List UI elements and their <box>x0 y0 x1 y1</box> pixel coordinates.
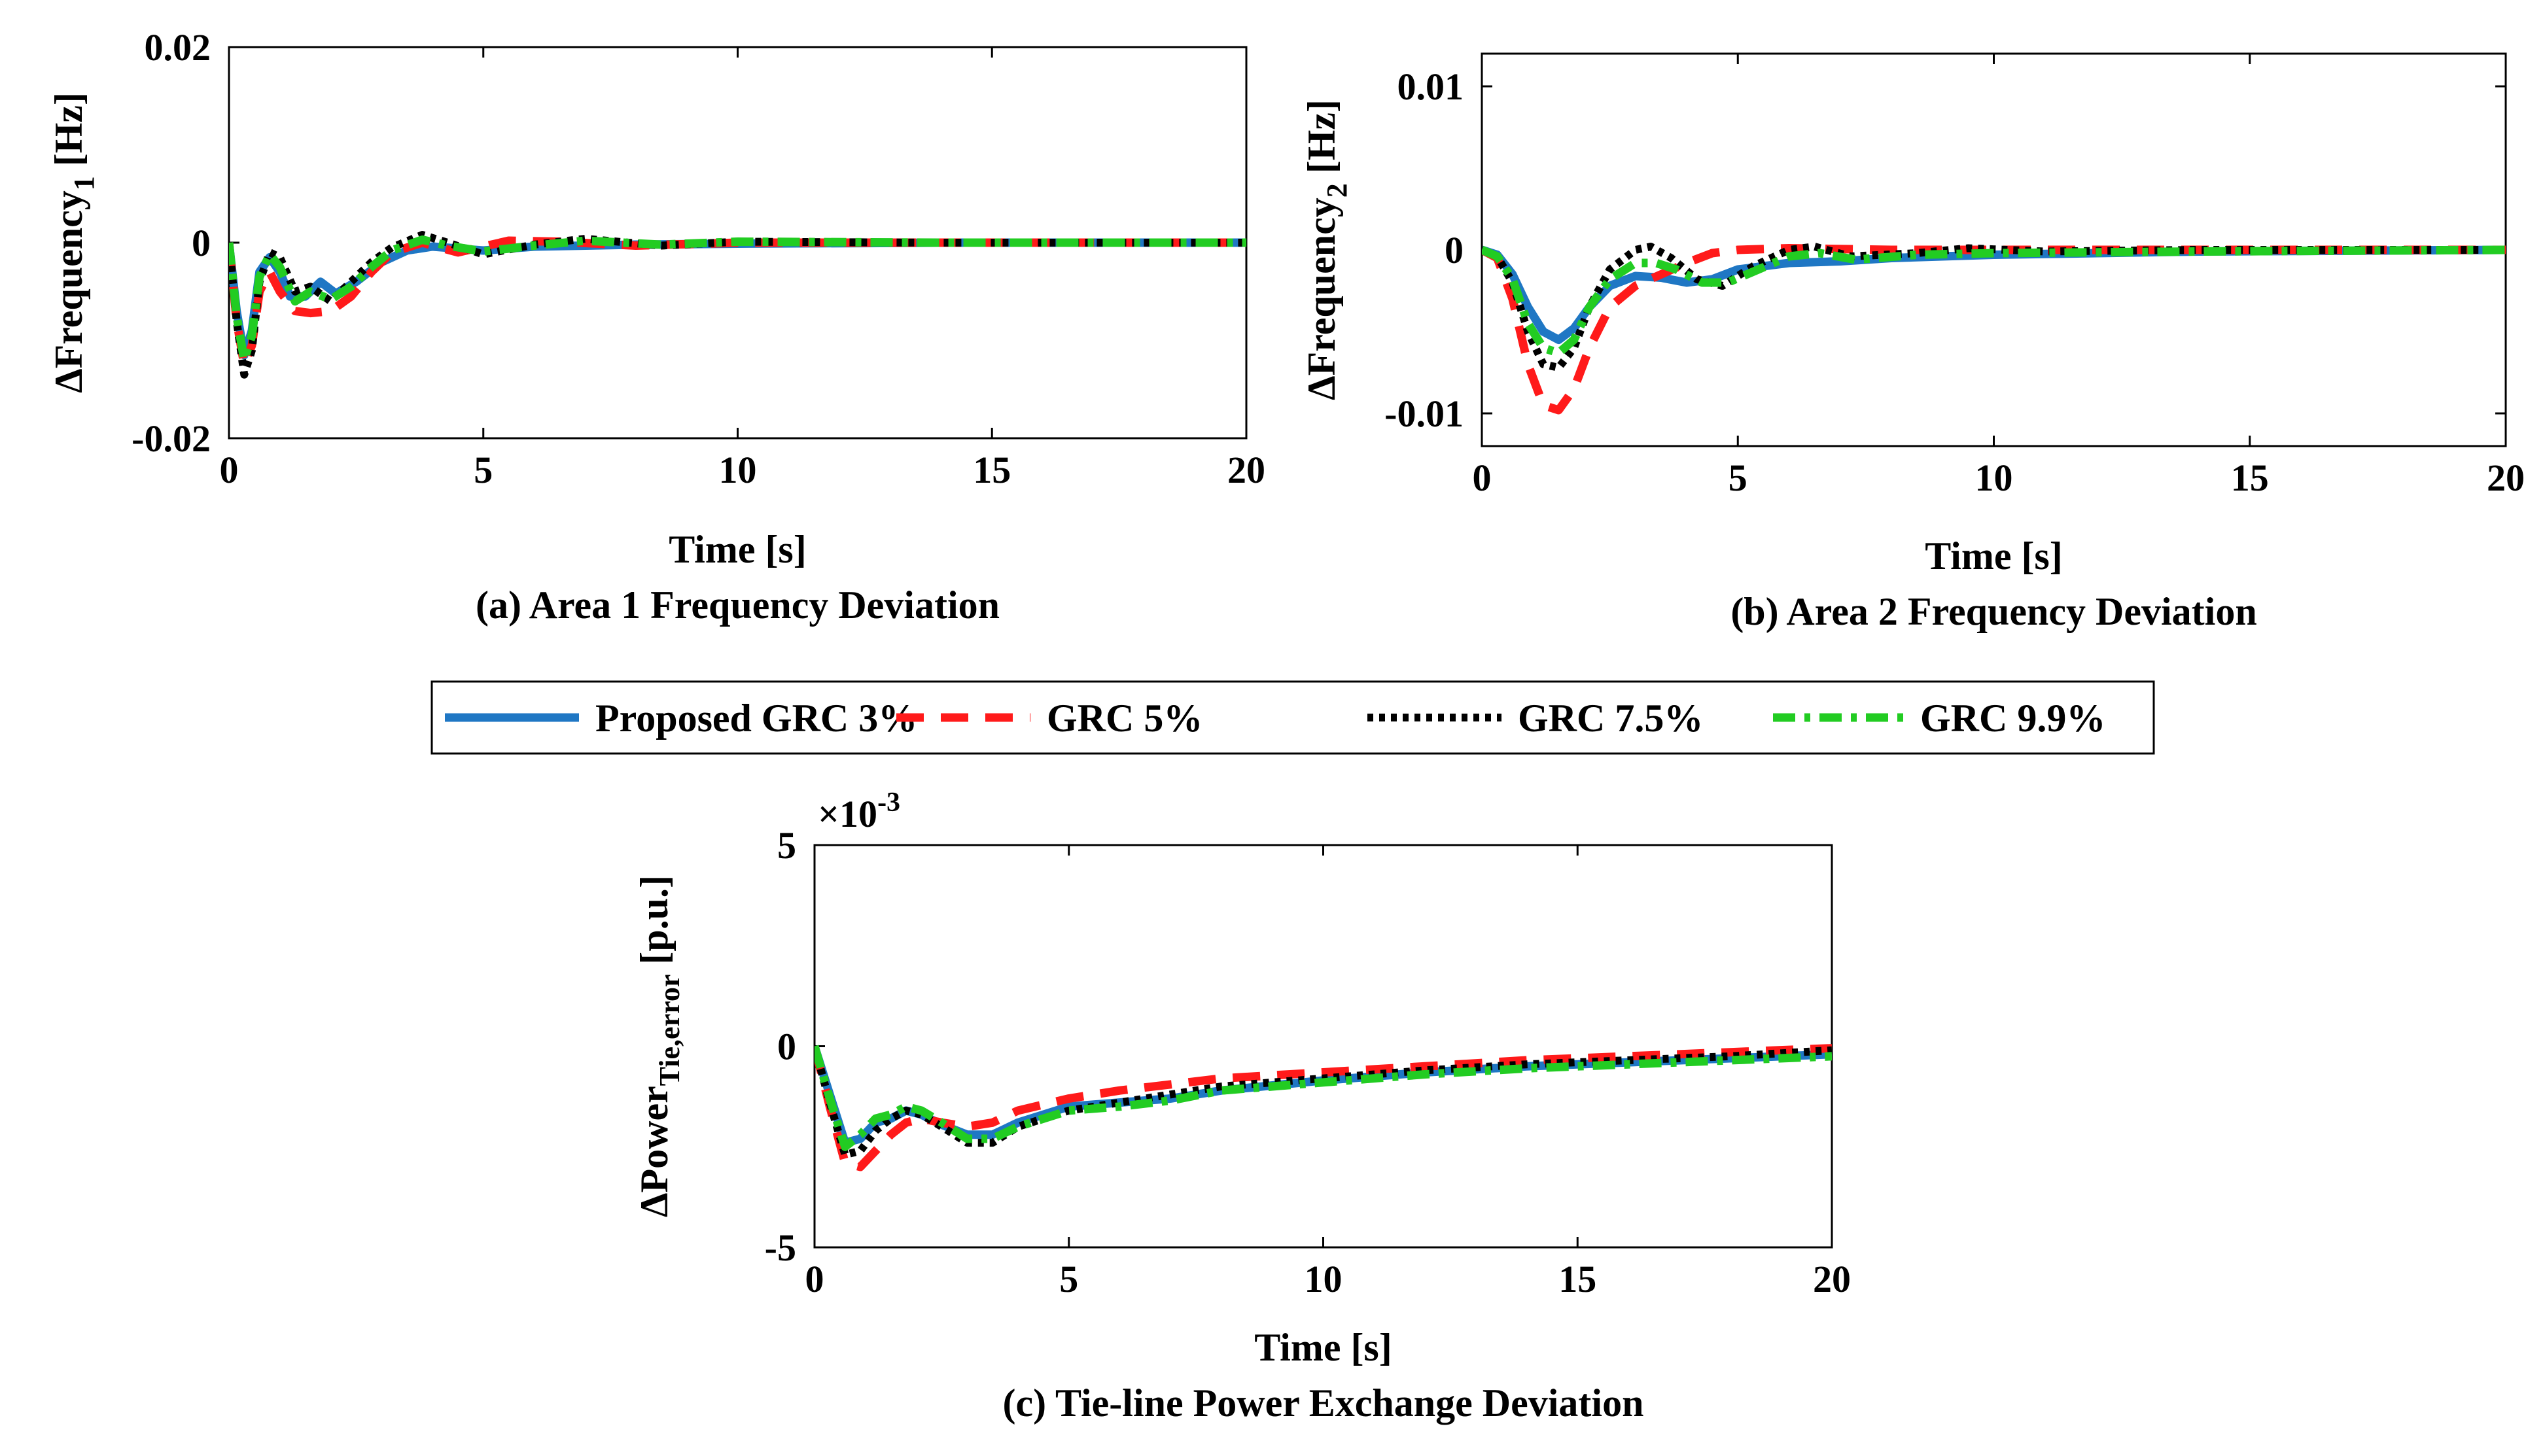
y-tick-label: 0 <box>777 1026 796 1068</box>
x-tick-label: 20 <box>1227 449 1265 491</box>
y-tick-label: 0 <box>1445 229 1464 271</box>
y-axis-label: ΔFrequency1 [Hz] <box>47 92 100 393</box>
y-axis-label: ΔFrequency2 [Hz] <box>1300 99 1353 400</box>
x-axis-label: Time [s] <box>1925 534 2063 578</box>
y-tick-label: 0.01 <box>1397 65 1464 108</box>
y-label-unit: [p.u.] <box>633 875 676 975</box>
y-label-unit: [Hz] <box>47 92 90 176</box>
x-tick-label: 5 <box>1729 457 1747 499</box>
chart-caption: (b) Area 2 Frequency Deviation <box>1730 590 2256 633</box>
series-line-grc5 <box>1482 244 2506 415</box>
x-axis-label: Time [s] <box>669 528 807 571</box>
x-tick-label: 15 <box>973 449 1011 491</box>
legend: Proposed GRC 3% GRC 5% GRC 7.5% GRC 9.9% <box>430 680 2155 755</box>
y-label-subscript: 2 <box>1321 183 1353 198</box>
exponent-base: ×10 <box>818 793 877 835</box>
legend-label: GRC 5% <box>1047 697 1202 740</box>
plot-area <box>813 844 1833 1249</box>
y-tick-label: 5 <box>777 824 796 867</box>
x-tick-label: 5 <box>1059 1258 1078 1300</box>
y-tick-label: -5 <box>765 1226 796 1269</box>
series-line-grc99 <box>815 1045 1832 1151</box>
x-tick-label: 15 <box>2231 457 2269 499</box>
x-tick-label: 10 <box>1975 457 2013 499</box>
x-tick-label: 0 <box>220 449 239 491</box>
y-label-unit: [Hz] <box>1300 99 1343 183</box>
y-label-main: ΔFrequency <box>47 190 90 393</box>
series-line-grc5 <box>229 236 1246 370</box>
y-exponent-label: ×10-3 <box>818 788 900 835</box>
legend-label: Proposed GRC 3% <box>595 697 917 740</box>
x-tick-label: 10 <box>719 449 757 491</box>
y-tick-label: -0.02 <box>132 417 211 460</box>
y-axis-label: ΔPowerTie,error [p.u.] <box>633 875 686 1217</box>
exponent-power: -3 <box>877 788 900 818</box>
series-line-grc99 <box>229 235 1246 364</box>
legend-label: GRC 9.9% <box>1920 697 2105 740</box>
x-axis-label: Time [s] <box>1254 1326 1392 1369</box>
x-tick-label: 0 <box>805 1258 824 1300</box>
y-label-subscript: 1 <box>68 176 100 190</box>
x-tick-label: 5 <box>474 449 493 491</box>
series-line-grc75 <box>229 231 1246 379</box>
x-tick-label: 0 <box>1473 457 1492 499</box>
series-line-grc5 <box>815 1044 1832 1171</box>
series-line-grc75 <box>815 1045 1832 1159</box>
y-tick-label: -0.01 <box>1384 392 1464 435</box>
chart-caption: (c) Tie-line Power Exchange Deviation <box>1003 1381 1644 1425</box>
chart-caption: (a) Area 1 Frequency Deviation <box>476 583 1000 627</box>
legend-label: GRC 7.5% <box>1518 697 1703 740</box>
y-label-main: ΔFrequency <box>1300 198 1343 400</box>
x-tick-label: 20 <box>1813 1258 1851 1300</box>
x-tick-label: 20 <box>2487 457 2525 499</box>
x-tick-label: 15 <box>1558 1258 1596 1300</box>
y-label-main: ΔPower <box>633 1086 676 1217</box>
y-tick-label: 0.02 <box>145 26 211 69</box>
x-tick-label: 10 <box>1305 1258 1343 1300</box>
series-line-grc99 <box>1482 245 2506 357</box>
y-tick-label: 0 <box>192 222 211 264</box>
y-label-subscript: Tie,error <box>654 975 686 1086</box>
